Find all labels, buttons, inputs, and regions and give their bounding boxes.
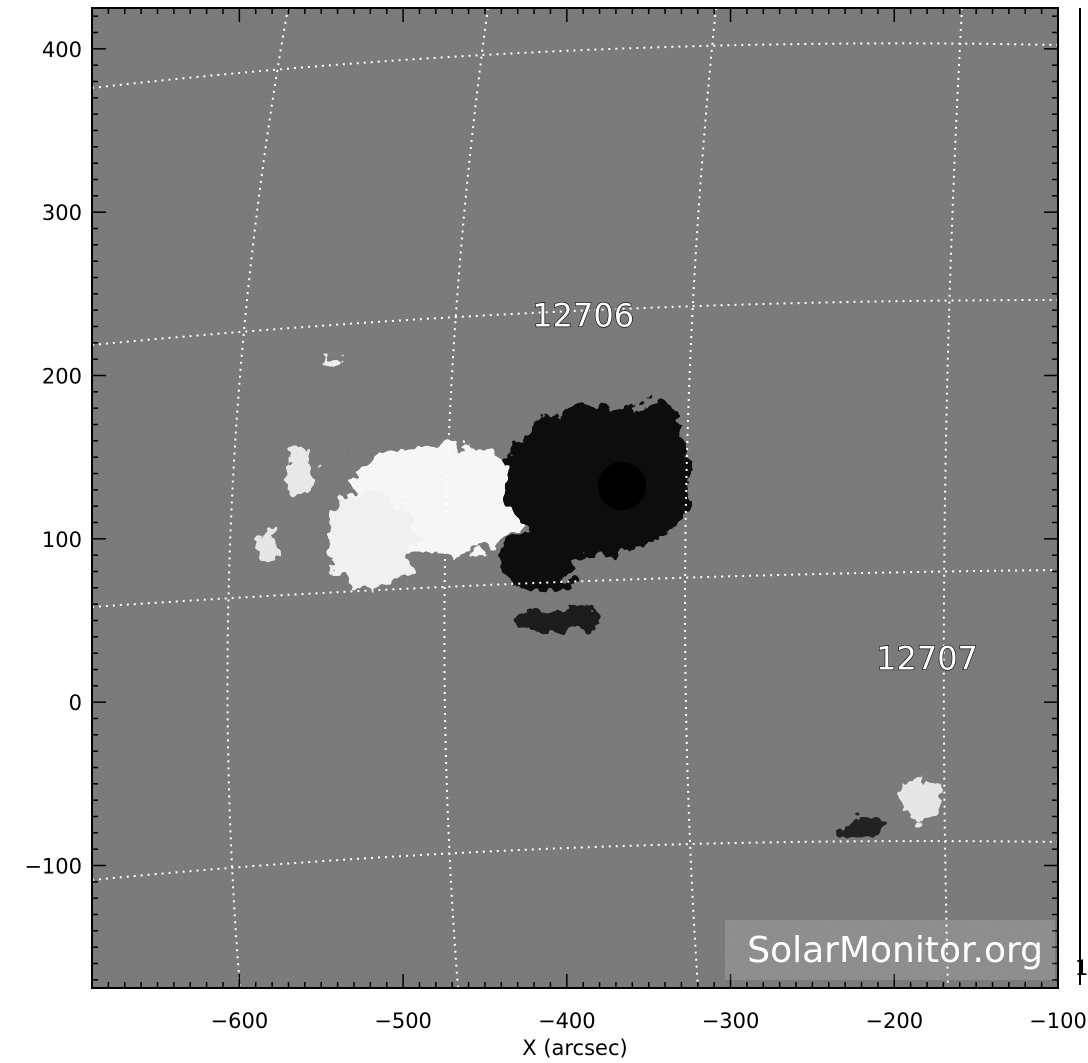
x-tick-label: −200 [865, 1009, 923, 1033]
x-tick-label: −100 [1029, 1009, 1087, 1033]
latitude-line [92, 569, 1058, 608]
x-tick-label: −600 [211, 1009, 269, 1033]
axis-tick-labels: −600 −500 −400 −300 −200 −100 400 300 200 100 0 −10… [24, 38, 1087, 1033]
y-tick-label: 200 [42, 365, 82, 389]
heliographic-grid [92, 8, 1058, 988]
positive-polarity-region [260, 352, 940, 822]
watermark-text: SolarMonitor.org [747, 930, 1043, 971]
magnetogram-image [92, 8, 1058, 988]
edge-mark: 1 [1075, 956, 1088, 980]
sunspot-umbra [598, 462, 646, 510]
active-region-label: 12707 [876, 640, 978, 678]
active-region-label: 12706 [532, 297, 634, 335]
latitude-line [92, 840, 1058, 881]
active-region-labels: 12706 12707 [532, 296, 979, 678]
y-tick-label: −100 [24, 855, 82, 879]
y-tick-label: 300 [42, 201, 82, 225]
watermark-box [725, 920, 1055, 980]
axis-ticks [91, 8, 1059, 988]
latitude-line [92, 42, 1058, 89]
y-tick-label: 100 [42, 528, 82, 552]
x-tick-label: −400 [538, 1009, 596, 1033]
longitude-line [942, 8, 963, 988]
plot-frame [91, 7, 1059, 989]
latitude-line [92, 299, 1058, 346]
y-tick-label: 0 [69, 691, 82, 715]
x-tick-label: −500 [374, 1009, 432, 1033]
x-axis-label: X (arcsec) [522, 1036, 627, 1060]
longitude-line [226, 8, 289, 988]
y-tick-label: 400 [42, 38, 82, 62]
x-tick-label: −300 [702, 1009, 760, 1033]
